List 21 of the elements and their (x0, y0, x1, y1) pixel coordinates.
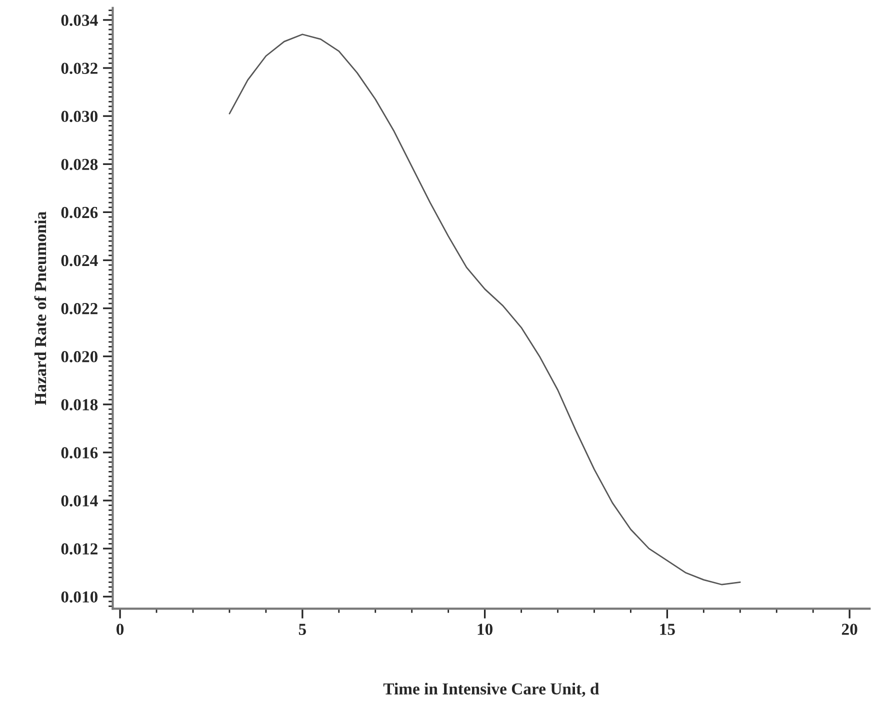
y-tick-label: 0.018 (61, 399, 98, 410)
y-tick-label: 0.012 (61, 543, 98, 555)
y-tick-label: 0.016 (61, 447, 98, 458)
x-tick-label: 0 (116, 624, 124, 635)
x-axis-title: Time in Intensive Care Unit, d (383, 682, 600, 697)
x-tick-label: 5 (298, 624, 306, 635)
y-tick-label: 0.030 (61, 110, 98, 122)
y-tick-label: 0.028 (61, 158, 98, 170)
y-tick-label: 0.026 (61, 206, 98, 218)
y-tick-label: 0.022 (61, 302, 98, 314)
x-tick-label: 20 (842, 624, 858, 635)
y-tick-label: 0.010 (61, 591, 98, 603)
line-series (228, 34, 741, 586)
y-tick-label: 0.020 (61, 351, 98, 362)
y-tick-label: 0.014 (61, 495, 98, 507)
y-axis-title: Hazard Rate of Pneumonia (34, 212, 46, 405)
x-tick-label: 10 (478, 624, 493, 635)
x-tick-label: 15 (660, 624, 675, 635)
y-tick-label: 0.032 (61, 62, 98, 74)
y-tick-label: 0.034 (61, 14, 98, 26)
y-tick-label: 0.024 (61, 254, 98, 266)
